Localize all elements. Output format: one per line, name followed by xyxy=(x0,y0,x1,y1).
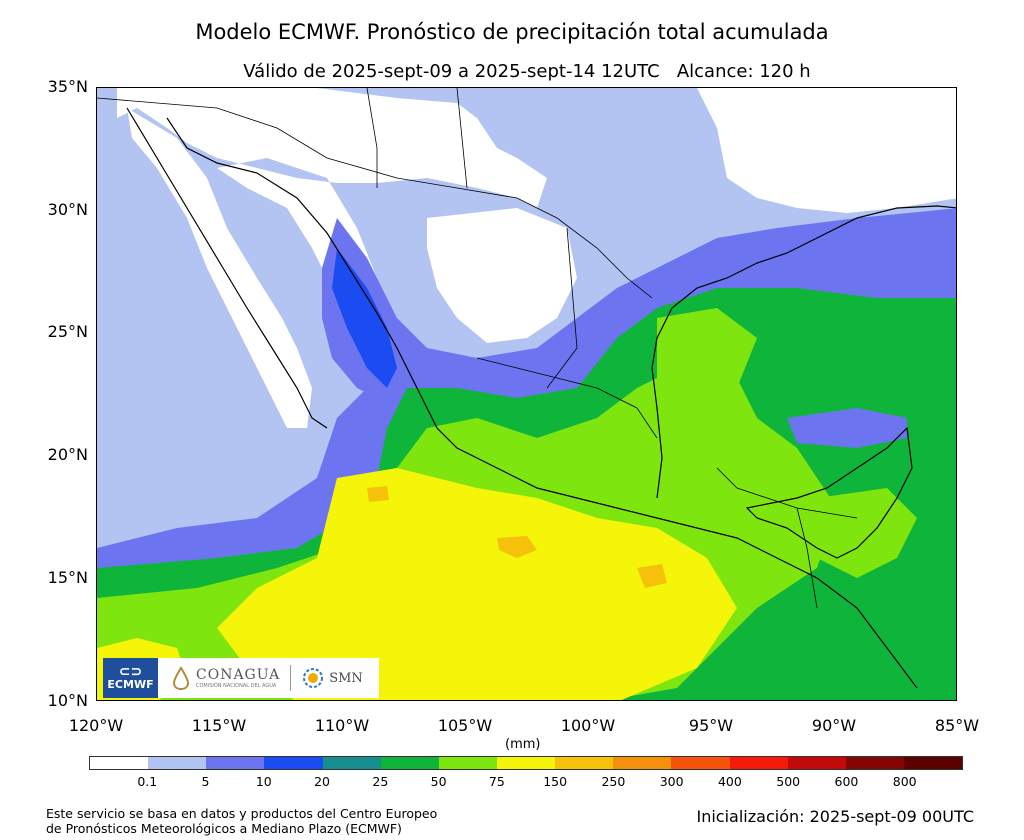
lat-tick: 20°N xyxy=(47,445,88,464)
conagua-subtitle: COMISIÓN NACIONAL DEL AGUA xyxy=(196,683,277,689)
initialization-time: Inicialización: 2025-sept-09 00UTC xyxy=(696,807,975,826)
colorbar-label: 800 xyxy=(892,774,917,789)
colorbar-label: 25 xyxy=(372,774,389,789)
map-title: Modelo ECMWF. Pronóstico de precipitació… xyxy=(195,20,829,44)
credit-text: Este servicio se basa en datos y product… xyxy=(46,806,437,836)
colorbar-segment xyxy=(206,757,265,769)
lon-tick: 100°W xyxy=(560,716,616,735)
colorbar-segment xyxy=(613,757,672,769)
lon-tick: 110°W xyxy=(314,716,370,735)
colorbar xyxy=(89,756,963,770)
colorbar-segment xyxy=(148,757,207,769)
ecmwf-mark-icon: ⊂⊃ xyxy=(118,664,143,680)
colorbar-label: 5 xyxy=(201,774,210,789)
rain-band-75mm-east xyxy=(657,308,917,578)
map-subtitle: Válido de 2025-sept-09 a 2025-sept-14 12… xyxy=(243,61,811,82)
rain-band-150mm xyxy=(97,468,737,700)
colorbar-label: 300 xyxy=(659,774,684,789)
lat-tick: 15°N xyxy=(47,568,88,587)
logo-strip: ⊂⊃ ECMWF CONAGUA COMISIÓN NACIONAL DEL A… xyxy=(103,658,379,698)
yucatan-band xyxy=(787,408,907,448)
lon-tick: 95°W xyxy=(688,716,734,735)
rain-band-250mm xyxy=(367,486,667,588)
lon-tick: 90°W xyxy=(811,716,857,735)
colorbar-segment xyxy=(322,757,381,769)
precipitation-field xyxy=(97,88,956,700)
colorbar-label: 400 xyxy=(717,774,742,789)
colorbar-unit: (mm) xyxy=(505,737,541,752)
plateau-dry-area xyxy=(427,208,577,343)
colorbar-segment xyxy=(845,757,904,769)
colorbar-label: 500 xyxy=(776,774,801,789)
colorbar-label: 0.1 xyxy=(137,774,158,789)
lon-tick: 85°W xyxy=(934,716,980,735)
conagua-logo: CONAGUA COMISIÓN NACIONAL DEL AGUA xyxy=(170,666,280,690)
lat-tick: 10°N xyxy=(47,691,88,710)
water-drop-icon xyxy=(172,666,190,690)
lon-tick: 105°W xyxy=(437,716,493,735)
colorbar-segment xyxy=(496,757,556,769)
colorbar-segment xyxy=(671,757,730,769)
colorbar-label: 150 xyxy=(543,774,568,789)
colorbar-segment xyxy=(787,757,846,769)
ecmwf-logo: ⊂⊃ ECMWF xyxy=(103,658,158,698)
colorbar-segment xyxy=(438,757,497,769)
sun-cloud-icon xyxy=(303,668,324,688)
coastline xyxy=(126,107,956,689)
lon-tick: 120°W xyxy=(68,716,124,735)
credit-line-2: de Pronósticos Meteorológicos a Mediano … xyxy=(46,821,402,836)
colorbar-label: 10 xyxy=(255,774,272,789)
logo-divider xyxy=(290,665,292,691)
ecmwf-logo-text: ECMWF xyxy=(107,678,154,691)
smn-logo: SMN xyxy=(301,666,363,690)
baja-dry-area xyxy=(127,108,312,428)
lat-tick: 25°N xyxy=(47,322,88,341)
conagua-name: CONAGUA xyxy=(196,667,281,683)
colorbar-segment xyxy=(729,757,788,769)
dry-land-area xyxy=(97,88,956,358)
colorbar-segment xyxy=(555,757,614,769)
credit-line-1: Este servicio se basa en datos y product… xyxy=(46,806,438,821)
smn-name: SMN xyxy=(329,670,363,686)
lat-tick: 35°N xyxy=(47,77,88,96)
colorbar-label: 50 xyxy=(430,774,447,789)
colorbar-segment xyxy=(264,757,323,769)
colorbar-segment xyxy=(380,757,439,769)
political-borders xyxy=(97,88,858,609)
colorbar-label: 600 xyxy=(834,774,859,789)
colorbar-segment xyxy=(90,757,149,769)
colorbar-label: 250 xyxy=(601,774,626,789)
lon-tick: 115°W xyxy=(191,716,247,735)
gulf-california-band xyxy=(332,248,397,388)
colorbar-label: 20 xyxy=(314,774,331,789)
lat-tick: 30°N xyxy=(47,200,88,219)
rain-band-5mm xyxy=(322,208,956,418)
colorbar-label: 75 xyxy=(488,774,505,789)
precipitation-map xyxy=(96,87,957,701)
colorbar-segment xyxy=(903,757,963,769)
